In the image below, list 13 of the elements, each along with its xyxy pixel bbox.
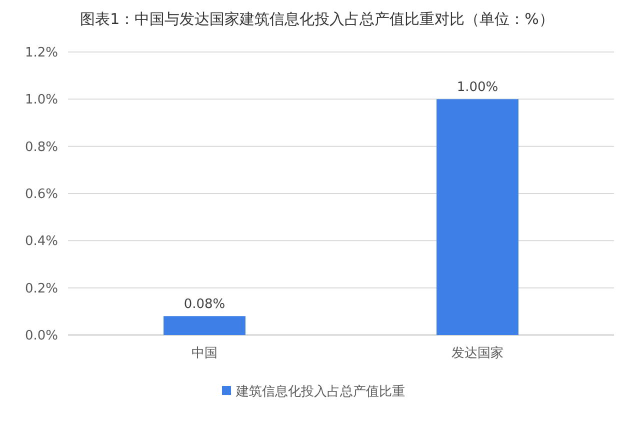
y-tick-label: 1.0% bbox=[24, 92, 58, 108]
y-tick-label: 0.4% bbox=[24, 234, 58, 250]
data-label: 1.00% bbox=[456, 80, 498, 96]
y-tick-label: 1.2% bbox=[24, 46, 58, 61]
y-tick-label: 0.0% bbox=[24, 328, 58, 344]
x-tick-label: 发达国家 bbox=[452, 345, 504, 361]
chart-title: 图表1：中国与发达国家建筑信息化投入占总产值比重对比（单位：%） bbox=[80, 10, 554, 28]
y-tick-label: 0.6% bbox=[24, 187, 58, 202]
data-label: 0.08% bbox=[184, 297, 226, 312]
y-tick-label: 0.2% bbox=[24, 281, 58, 296]
legend-label: 建筑信息化投入占总产值比重 bbox=[235, 384, 405, 400]
y-tick-label: 0.8% bbox=[24, 140, 58, 155]
x-tick-label: 中国 bbox=[192, 346, 218, 361]
